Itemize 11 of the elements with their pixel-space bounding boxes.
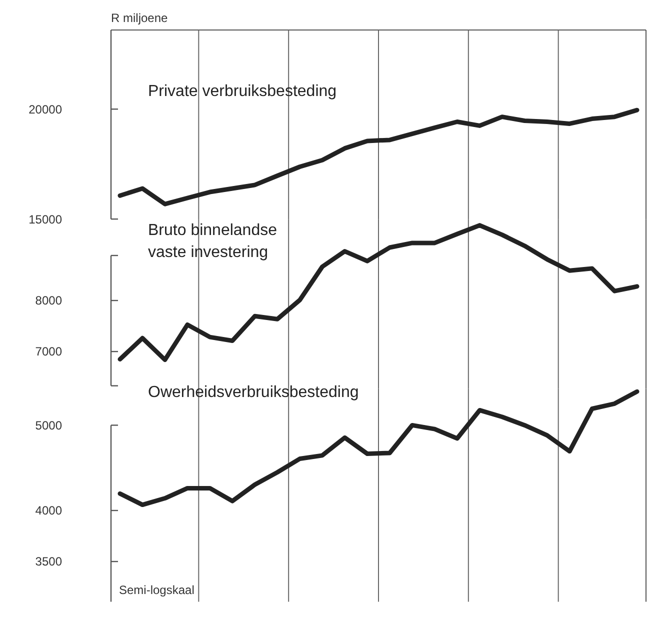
annotation: Semi-logskaal [119,582,194,597]
y-tick-label: 3500 [35,554,62,569]
y-tick-label: 8000 [35,294,62,308]
y-tick-label: 15000 [28,212,62,226]
y-tick-label: 4000 [35,504,62,518]
y-axis-title: R miljoene [111,11,168,25]
y-tick-label: 5000 [35,418,62,432]
line-series [118,223,640,362]
y-tick-label: 20000 [28,102,62,116]
y-tick-label: 7000 [35,344,62,359]
line-series [118,108,640,206]
